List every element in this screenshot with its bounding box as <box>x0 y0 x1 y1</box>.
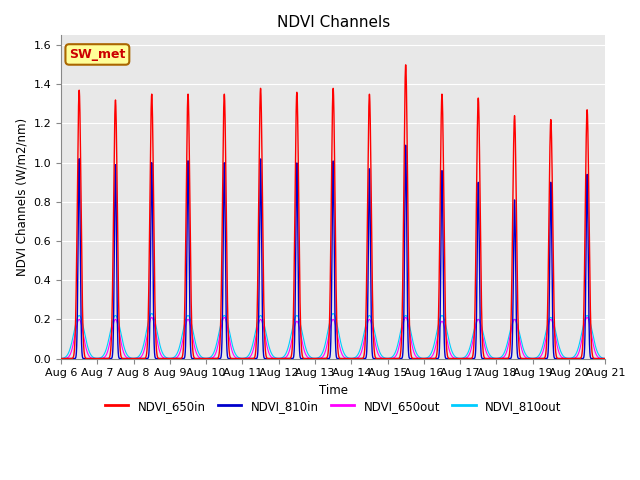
X-axis label: Time: Time <box>319 384 348 397</box>
NDVI_650in <box>602 356 609 361</box>
NDVI_810out <box>57 356 65 361</box>
NDVI_810out <box>486 352 494 358</box>
NDVI_810in <box>425 356 433 361</box>
NDVI_650in <box>455 356 463 361</box>
Title: NDVI Channels: NDVI Channels <box>276 15 390 30</box>
NDVI_810out <box>425 354 433 360</box>
NDVI_650in <box>601 356 609 361</box>
NDVI_810in <box>313 356 321 361</box>
NDVI_650out <box>583 314 591 320</box>
NDVI_650out <box>313 356 321 361</box>
NDVI_810in <box>57 356 65 361</box>
NDVI_650in <box>57 356 65 361</box>
NDVI_810out <box>455 355 463 361</box>
NDVI_650in <box>425 356 433 361</box>
Text: SW_met: SW_met <box>69 48 125 61</box>
NDVI_810out <box>148 311 156 316</box>
NDVI_810in <box>402 143 410 148</box>
NDVI_810out <box>155 338 163 344</box>
NDVI_810out <box>602 356 609 361</box>
NDVI_650out <box>425 355 433 361</box>
Line: NDVI_650out: NDVI_650out <box>61 317 605 359</box>
NDVI_650out <box>602 356 609 361</box>
Line: NDVI_810out: NDVI_810out <box>61 313 605 359</box>
NDVI_650in <box>155 356 163 361</box>
NDVI_650out <box>57 356 65 361</box>
NDVI_810in <box>155 356 163 361</box>
Y-axis label: NDVI Channels (W/m2/nm): NDVI Channels (W/m2/nm) <box>15 118 28 276</box>
NDVI_650in <box>486 356 494 361</box>
NDVI_650out <box>155 346 163 351</box>
NDVI_810in <box>602 356 609 361</box>
NDVI_650in <box>313 356 321 361</box>
NDVI_810in <box>486 356 494 361</box>
Legend: NDVI_650in, NDVI_810in, NDVI_650out, NDVI_810out: NDVI_650in, NDVI_810in, NDVI_650out, NDV… <box>100 395 566 417</box>
NDVI_650in <box>402 62 410 68</box>
NDVI_650out <box>486 355 493 360</box>
NDVI_650out <box>455 356 463 361</box>
NDVI_810in <box>455 356 463 361</box>
NDVI_810out <box>601 356 609 361</box>
NDVI_650out <box>601 356 609 361</box>
NDVI_810in <box>601 356 609 361</box>
NDVI_810out <box>313 355 321 361</box>
Line: NDVI_810in: NDVI_810in <box>61 145 605 359</box>
Line: NDVI_650in: NDVI_650in <box>61 65 605 359</box>
